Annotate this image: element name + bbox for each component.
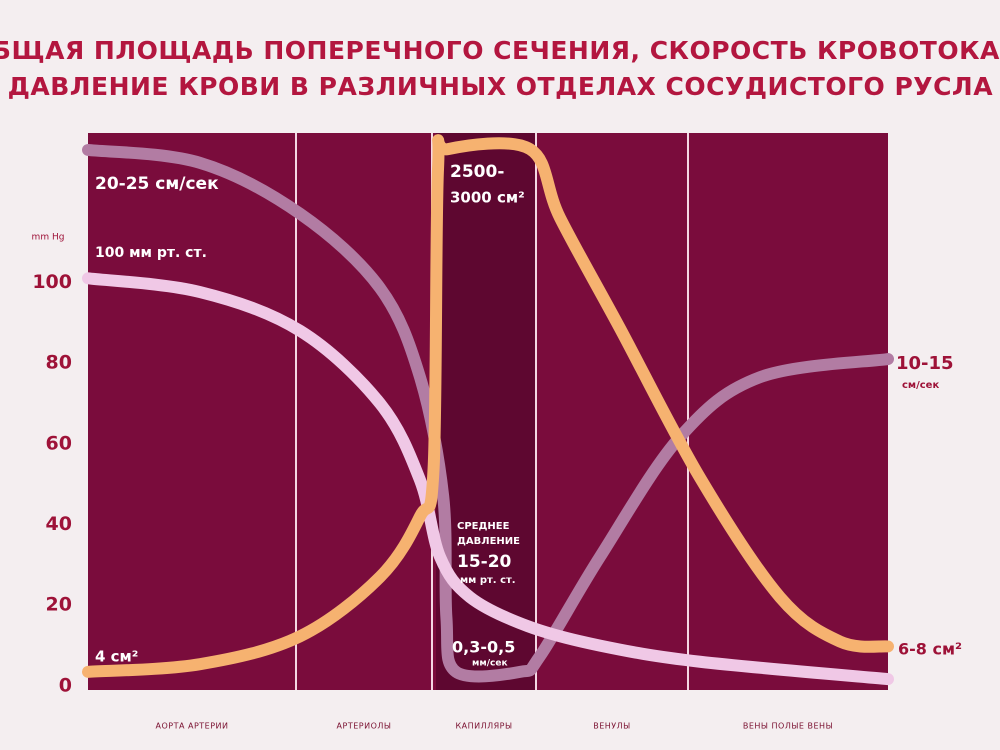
y-tick-label: 0 [59, 674, 72, 696]
annotation: мм рт. ст. [460, 575, 516, 586]
series-line [82, 134, 894, 678]
y-tick-label: 40 [46, 513, 72, 535]
chart-title: И ДАВЛЕНИЕ КРОВИ В РАЗЛИЧНЫХ ОТДЕЛАХ СОС… [0, 72, 993, 101]
y-tick-label: 20 [46, 594, 72, 616]
y-axis-label: mm Hg [32, 233, 65, 243]
series-line [82, 272, 894, 686]
annotation: 15-20 [457, 552, 512, 572]
y-tick-label: 80 [46, 352, 72, 374]
annotation: 2500- [450, 162, 504, 182]
capillary-zone [436, 133, 537, 690]
annotation: ДАВЛЕНИЕ [457, 536, 520, 547]
annotation: мм/сек [472, 659, 508, 669]
annotation: 10-15 [896, 353, 954, 374]
x-category-label: ВЕНУЛЫ [593, 722, 631, 731]
y-tick-label: 100 [32, 271, 72, 293]
annotation: 6-8 см² [898, 640, 962, 659]
annotation: 20-25 см/сек [95, 174, 219, 194]
x-category-label: ВЕНЫ ПОЛЫЕ ВЕНЫ [743, 722, 833, 731]
annotation: 0,3-0,5 [452, 638, 515, 657]
y-tick-label: 60 [46, 432, 72, 454]
annotation: 4 см² [95, 648, 138, 666]
annotation: 3000 см² [450, 189, 525, 207]
x-category-label: КАПИЛЛЯРЫ [455, 722, 512, 731]
annotation: 100 мм рт. ст. [95, 245, 207, 261]
annotation: см/сек [902, 380, 939, 391]
chart-title: ОБЩАЯ ПЛОЩАДЬ ПОПЕРЕЧНОГО СЕЧЕНИЯ, СКОРО… [0, 36, 1000, 65]
annotation: СРЕДНЕЕ [457, 521, 510, 532]
x-category-label: АРТЕРИОЛЫ [337, 722, 392, 731]
x-category-label: АОРТА АРТЕРИИ [155, 722, 228, 731]
